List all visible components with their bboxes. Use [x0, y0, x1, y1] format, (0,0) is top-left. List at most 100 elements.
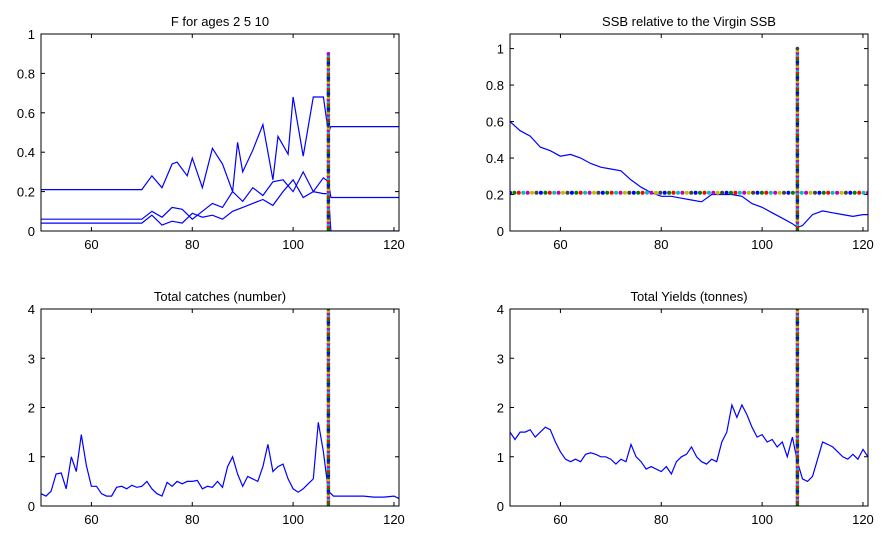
marker-dot [645, 190, 649, 195]
marker-dot [592, 190, 596, 195]
marker-dot [861, 190, 866, 195]
marker-dot [609, 190, 614, 195]
subplot-2: SSB relative to the Virgin SSB 60 80 100 120… [486, 14, 874, 252]
marker-dot [521, 190, 526, 195]
marker-dot [631, 190, 636, 195]
marker-dot [578, 190, 583, 195]
x-tick-label: 120 [852, 512, 874, 527]
marker-dot [733, 190, 738, 195]
chart-title: Total catches (number) [154, 289, 286, 304]
chart-title: SSB relative to the Virgin SSB [602, 14, 776, 29]
marker-dot [689, 190, 694, 195]
marker-dot [587, 190, 592, 195]
marker-dot [569, 190, 574, 195]
y-tick-label: 0.2 [486, 188, 504, 203]
marker-dot [622, 190, 627, 195]
chart-title: Total Yields (tonnes) [630, 289, 747, 304]
x-tick-label: 120 [852, 237, 874, 252]
marker-dot [693, 190, 698, 195]
marker-dot [538, 190, 543, 195]
y-tick-label: 1 [497, 450, 504, 465]
marker-dot [525, 190, 530, 195]
marker-dot [852, 190, 857, 195]
marker-dot [636, 190, 641, 195]
marker-dot [773, 190, 778, 195]
y-tick-label: 0.2 [17, 185, 35, 200]
marker-dot [658, 190, 663, 195]
marker-dot [574, 190, 579, 195]
marker-dot [649, 190, 654, 195]
y-tick-label: 0.4 [486, 151, 504, 166]
y-tick-label: 0 [497, 499, 504, 514]
plot-area [41, 51, 399, 231]
y-tick-label: 3 [497, 351, 504, 366]
marker-dot [848, 190, 853, 195]
marker-dot [751, 190, 756, 195]
marker-dot [561, 190, 565, 195]
marker-dot [742, 190, 747, 195]
x-tick-label: 60 [553, 237, 567, 252]
marker-dot [614, 190, 619, 195]
marker-line-2 [795, 46, 800, 231]
subplot-1: F for ages 2 5 10 60 80 100 120 0 0.2 0.4 0.6 0.8… [17, 14, 405, 252]
marker-dot [671, 190, 676, 195]
x-tick-label: 120 [383, 237, 405, 252]
marker-dot [729, 190, 733, 195]
marker-dot [547, 190, 552, 195]
x-tick-label: 100 [751, 512, 773, 527]
marker-dot [676, 190, 680, 195]
x-tick-label: 80 [185, 512, 199, 527]
marker-line-1 [510, 190, 868, 195]
marker-dot [596, 190, 601, 195]
y-tick-label: 0.8 [17, 66, 35, 81]
marker-dot [618, 190, 623, 195]
marker-dot [706, 190, 711, 195]
x-tick-label: 80 [654, 237, 668, 252]
y-tick-label: 0.8 [486, 78, 504, 93]
marker-dot [680, 190, 685, 195]
marker-dot [516, 190, 521, 195]
series-line-1 [41, 422, 399, 500]
plot-area [510, 309, 868, 506]
series-line-1 [510, 121, 868, 229]
chart-title: F for ages 2 5 10 [171, 14, 269, 29]
y-tick-label: 2 [28, 401, 35, 416]
marker-dot [543, 190, 548, 195]
marker-dot [600, 190, 605, 195]
x-tick-label: 80 [654, 512, 668, 527]
marker-dot [826, 190, 831, 195]
marker-line-1 [326, 309, 331, 506]
x-tick-label: 120 [383, 512, 405, 527]
y-tick-label: 1 [28, 450, 35, 465]
marker-dot [627, 190, 632, 195]
marker-dot [808, 190, 813, 195]
marker-dot [777, 190, 782, 195]
marker-dot [702, 190, 707, 195]
y-tick-label: 3 [28, 351, 35, 366]
marker-dot [534, 190, 539, 195]
marker-dot [799, 190, 804, 195]
x-tick-label: 60 [553, 512, 567, 527]
marker-dot [720, 190, 725, 195]
marker-dot [821, 190, 826, 195]
axes-frame [509, 308, 869, 507]
marker-dot [512, 190, 517, 195]
y-tick-label: 1 [28, 27, 35, 42]
marker-dot [835, 190, 840, 195]
y-tick-label: 1 [497, 42, 504, 57]
marker-dot [667, 190, 672, 195]
marker-line-1 [795, 309, 800, 506]
marker-dot [759, 190, 764, 195]
series-line-3 [41, 178, 399, 231]
series-line-1 [510, 402, 868, 483]
plot-area [510, 46, 868, 231]
marker-dot [813, 190, 817, 195]
marker-dot [764, 190, 769, 195]
marker-dot [662, 190, 667, 195]
marker-dot [804, 190, 809, 195]
marker-dot [715, 190, 720, 195]
marker-dot [640, 190, 645, 195]
